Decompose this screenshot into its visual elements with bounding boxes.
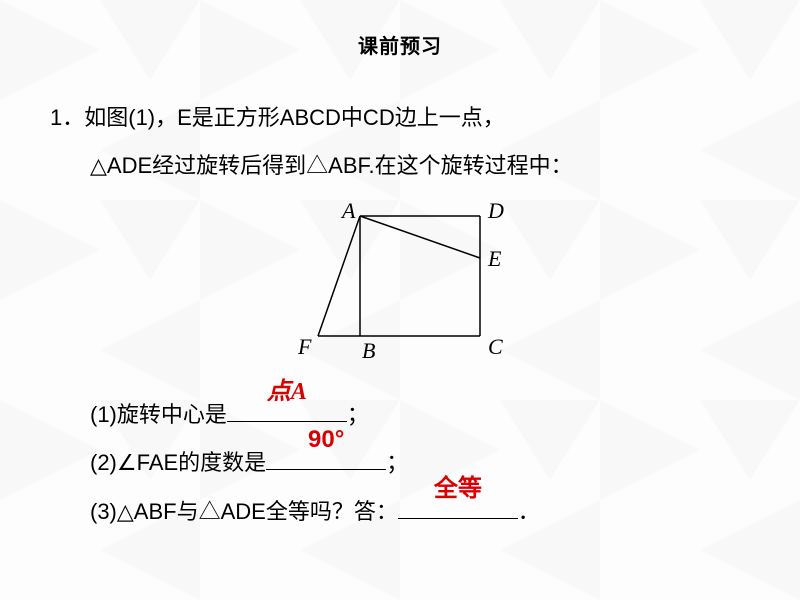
answer-1: 点A — [227, 366, 347, 419]
section-title: 课前预习 — [50, 30, 750, 59]
period-3: ． — [518, 499, 540, 524]
svg-text:C: C — [488, 334, 503, 359]
sub-question-3: (3)△ABF与△ADE全等吗？答：全等． — [90, 488, 750, 536]
svg-text:A: A — [340, 198, 356, 223]
q3-text: (3)△ABF与△ADE全等吗？答： — [90, 499, 398, 524]
page-content: 课前预习 1．如图(1)，E是正方形ABCD中CD边上一点， △ADE经过旋转后… — [0, 0, 800, 536]
problem-statement: 1．如图(1)，E是正方形ABCD中CD边上一点， △ADE经过旋转后得到△AB… — [50, 94, 750, 191]
problem-number: 1． — [50, 105, 84, 130]
problem-line1: 如图(1)，E是正方形ABCD中CD边上一点， — [84, 105, 504, 130]
sub-question-1: (1)旋转中心是点A； — [90, 391, 750, 439]
blank-2: 90° — [266, 444, 386, 470]
svg-text:E: E — [487, 246, 502, 271]
problem-line2: △ADE经过旋转后得到△ABF.在这个旋转过程中： — [90, 153, 573, 178]
q1-text: (1)旋转中心是 — [90, 402, 227, 427]
svg-text:B: B — [362, 338, 375, 363]
q2-text: (2)∠FAE的度数是 — [90, 450, 266, 475]
blank-3: 全等 — [398, 492, 518, 518]
svg-text:D: D — [487, 198, 504, 223]
answer-2: 90° — [266, 414, 386, 467]
geometry-diagram: A D C B E F — [50, 196, 750, 381]
svg-text:F: F — [297, 334, 312, 359]
diagram-svg: A D C B E F — [270, 196, 530, 376]
answer-3: 全等 — [398, 463, 518, 516]
